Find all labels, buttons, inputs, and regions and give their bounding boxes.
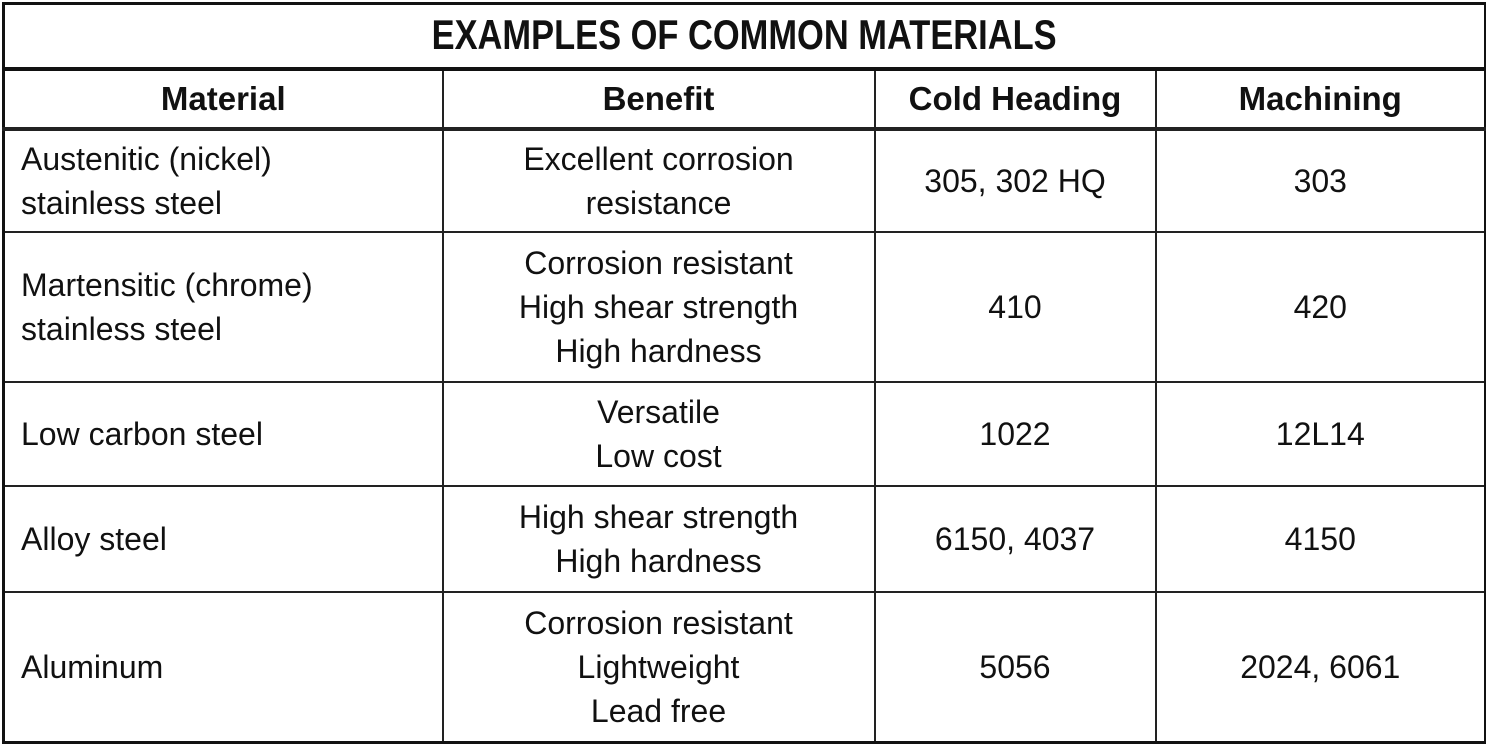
table-title: EXAMPLES OF COMMON MATERIALS — [432, 10, 1058, 58]
table-cell: 12L14 — [1154, 381, 1486, 487]
table-cell: Austenitic (nickel) stainless steel — [2, 128, 444, 233]
table-cell: Alloy steel — [2, 485, 444, 593]
table-cell: 1022 — [873, 381, 1157, 487]
table-row: Austenitic (nickel) stainless steel Excell… — [2, 128, 1486, 233]
table-cell: Corrosion resistant Lightweight Lead free — [441, 591, 876, 743]
table-cell: 6150, 4037 — [873, 485, 1157, 593]
table-row: Low carbon steel Versatile Low cost 1022 12L… — [2, 381, 1486, 487]
column-header: Machining — [1154, 68, 1486, 131]
cell-line: High hardness — [555, 543, 762, 579]
column-header: Cold Heading — [873, 68, 1157, 131]
cell-line: Versatile — [597, 394, 720, 430]
table-cell: 410 — [873, 231, 1157, 383]
cell-line: Low cost — [595, 438, 722, 474]
cell-line: Martensitic (chrome) — [21, 267, 313, 303]
cell-line: High hardness — [555, 333, 762, 369]
table-cell: Excellent corrosion resistance — [441, 128, 876, 233]
table-cell: 2024, 6061 — [1154, 591, 1486, 743]
column-header: Material — [2, 68, 444, 131]
title-cell: EXAMPLES OF COMMON MATERIALS — [1, 2, 1486, 71]
table-row: Aluminum Corrosion resistant Lightweight Le… — [2, 591, 1486, 743]
table-row: Alloy steel High shear strength High hardn… — [2, 485, 1486, 593]
table-cell: Corrosion resistant High shear strength Hi… — [441, 231, 876, 383]
cell-line: stainless steel — [21, 185, 222, 221]
table-cell: 4150 — [1154, 485, 1486, 593]
cell-line: Excellent corrosion — [523, 141, 794, 177]
cell-line: High shear strength — [518, 289, 799, 325]
cell-line: Lead free — [590, 692, 727, 729]
table-row: Martensitic (chrome) stainless steel Corro… — [2, 231, 1486, 383]
table-cell: Martensitic (chrome) stainless steel — [2, 231, 444, 383]
cell-line: High shear strength — [518, 499, 799, 535]
cell-line: Lightweight — [577, 648, 740, 685]
table-cell: 305, 302 HQ — [873, 128, 1157, 233]
table-cell: High shear strength High hardness — [441, 485, 876, 593]
table-cell: Low carbon steel — [2, 381, 444, 487]
cell-line: Corrosion resistant — [524, 245, 793, 281]
table-cell: 420 — [1154, 231, 1486, 383]
table-cell: Aluminum — [2, 591, 444, 743]
cell-line: Austenitic (nickel) — [21, 141, 272, 177]
cell-line: stainless steel — [21, 311, 222, 347]
table-cell: 303 — [1154, 128, 1486, 233]
table-cell: Versatile Low cost — [441, 381, 876, 487]
table-body: Austenitic (nickel) stainless steel Excell… — [2, 128, 1486, 743]
column-header: Benefit — [441, 68, 876, 131]
cell-line: resistance — [585, 185, 732, 221]
table-cell: 5056 — [873, 591, 1157, 743]
header-row: Material Benefit Cold Heading Machining — [2, 68, 1486, 131]
cell-line: Corrosion resistant — [524, 604, 793, 641]
